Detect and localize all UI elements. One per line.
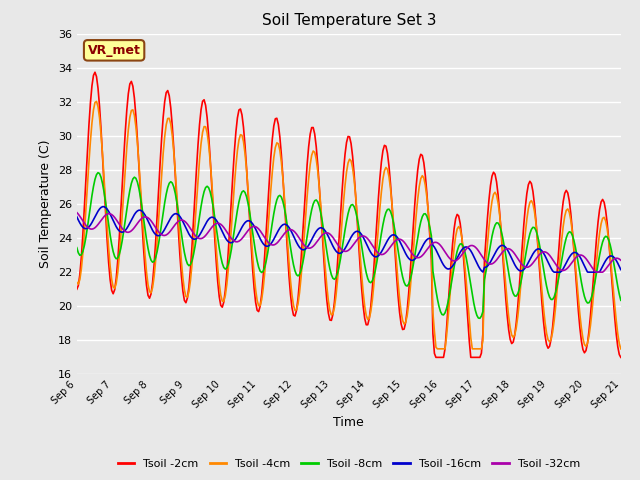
Legend: Tsoil -2cm, Tsoil -4cm, Tsoil -8cm, Tsoil -16cm, Tsoil -32cm: Tsoil -2cm, Tsoil -4cm, Tsoil -8cm, Tsoi… bbox=[113, 455, 584, 474]
Title: Soil Temperature Set 3: Soil Temperature Set 3 bbox=[262, 13, 436, 28]
Y-axis label: Soil Temperature (C): Soil Temperature (C) bbox=[39, 140, 52, 268]
Text: VR_met: VR_met bbox=[88, 44, 141, 57]
X-axis label: Time: Time bbox=[333, 416, 364, 429]
